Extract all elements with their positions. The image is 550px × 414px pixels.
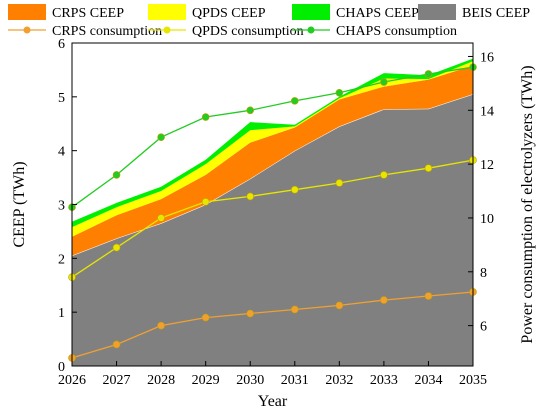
point-crps-consumption [424,292,433,300]
legend-swatch-qpds-ceep [148,4,186,20]
y2-tick-label: 14 [480,104,494,119]
legend-marker-chaps-consumption [307,26,315,34]
y-tick-label: 5 [58,91,65,106]
line-qpds-consumption [71,159,474,278]
point-qpds-consumption [424,164,433,172]
x-tick-label: 2030 [236,373,264,388]
x-tick-label: 2029 [192,373,220,388]
x-tick-label: 2033 [370,373,398,388]
y-tick-label: 1 [58,306,65,321]
point-qpds-consumption [335,179,344,187]
legend: CRPS CEEP QPDS CEEP CHAPS CEEP BEIS CEEP CRP… [8,4,530,39]
y-tick-label: 4 [58,145,65,160]
y2-tick-label: 8 [480,266,487,281]
y-axis-right: 6 8 10 12 14 16 [468,50,494,335]
y2-tick-label: 12 [480,158,494,173]
y-tick-label: 2 [58,252,65,267]
x-tick-label: 2031 [281,373,309,388]
point-chaps-consumption [380,78,388,86]
legend-label-crps-consumption: CRPS consumption [52,24,162,39]
line-crps-consumption [71,291,474,359]
legend-marker-qpds-consumption [163,26,171,34]
point-qpds-consumption [112,243,121,252]
point-chaps-consumption [335,88,344,97]
line-chaps-consumption [71,66,474,208]
y2-tick-label: 6 [480,320,487,335]
legend-swatch-beis-ceep [418,4,456,20]
legend-swatch-crps-ceep [8,4,46,20]
y-axis-left: 0 1 2 3 4 5 6 [58,37,77,375]
y-axis-title: CEEP (TWh) [11,161,28,247]
point-chaps-consumption [157,133,165,142]
point-chaps-consumption [112,171,121,179]
point-chaps-consumption [424,70,433,78]
point-chaps-consumption [290,97,299,105]
point-qpds-consumption [201,198,210,206]
x-axis: 2026 2027 2028 2029 2030 2031 2032 2033 2034 2035 [58,361,487,388]
y2-tick-label: 16 [480,50,494,65]
point-crps-consumption [380,296,388,304]
y-tick-label: 3 [58,199,65,214]
y2-tick-label: 10 [480,212,494,227]
area-crps-ceep [72,65,473,256]
x-tick-label: 2034 [414,373,442,388]
area-chaps-ceep [72,58,473,228]
x-tick-label: 2026 [58,373,86,388]
point-crps-consumption [290,305,299,314]
x-tick-label: 2027 [103,373,131,388]
point-qpds-consumption [246,192,255,201]
x-tick-label: 2032 [325,373,353,388]
point-chaps-consumption [246,106,255,115]
stacked-areas [71,58,474,367]
area-qpds-ceep [72,61,473,237]
point-crps-consumption [112,340,121,349]
point-crps-consumption [335,301,344,310]
legend-label-beis-ceep: BEIS CEEP [462,6,530,21]
point-qpds-consumption [290,185,299,194]
point-crps-consumption [157,321,165,330]
point-qpds-consumption [157,214,165,222]
point-qpds-consumption [380,171,388,179]
legend-marker-crps-consumption [23,26,31,34]
x-axis-title: Year [258,393,288,410]
point-crps-consumption [201,313,210,322]
point-chaps-consumption [201,113,210,121]
legend-label-chaps-consumption: CHAPS consumption [336,24,457,39]
legend-label-crps-ceep: CRPS CEEP [52,6,124,21]
y2-axis-title: Power consumption of electrolyzers (TWh) [519,65,536,343]
legend-label-chaps-ceep: CHAPS CEEP [336,6,419,21]
point-crps-consumption [246,309,255,318]
x-tick-label: 2035 [459,373,487,388]
x-tick-label: 2028 [147,373,175,388]
legend-swatch-chaps-ceep [292,4,330,20]
legend-label-qpds-consumption: QPDS consumption [192,24,304,39]
legend-label-qpds-ceep: QPDS CEEP [192,6,266,21]
y-tick-label: 0 [58,360,65,375]
y-tick-label: 6 [58,37,65,52]
